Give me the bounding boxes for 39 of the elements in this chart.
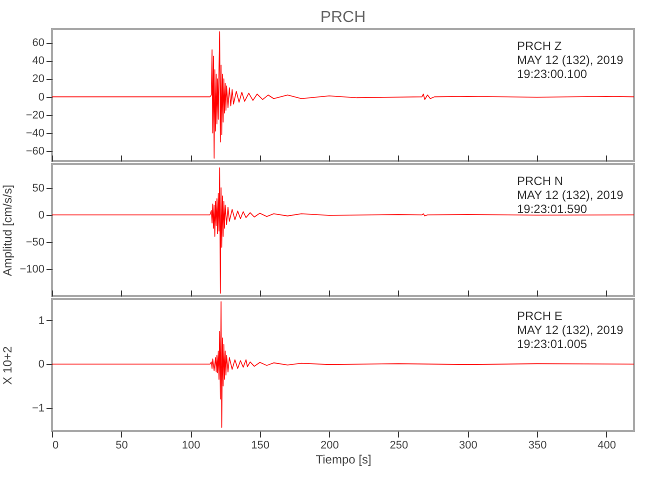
annotation: MAY 12 (132), 2019 bbox=[517, 323, 624, 337]
y-tick-label: −100 bbox=[20, 263, 44, 276]
annotation: 19:23:00.100 bbox=[517, 67, 588, 81]
annotation: 19:23:01.005 bbox=[517, 337, 588, 351]
y-tick-label: 60 bbox=[32, 37, 44, 50]
x-tick-label: 200 bbox=[320, 440, 339, 452]
x-tick-label: 50 bbox=[116, 440, 128, 452]
x-tick-label: 0 bbox=[52, 440, 59, 452]
chart-title: PRCH bbox=[320, 9, 366, 26]
x-tick-label: 400 bbox=[598, 440, 616, 452]
y-tick-label: 40 bbox=[32, 55, 44, 68]
y-tick-label: 0 bbox=[38, 91, 44, 104]
x-tick-label: 250 bbox=[390, 440, 408, 452]
y-axis-title: X 10+2 bbox=[0, 346, 14, 385]
annotation: PRCH E bbox=[517, 309, 562, 323]
y-tick-label: −50 bbox=[26, 236, 44, 248]
x-axis-title: Tiempo [s] bbox=[316, 452, 372, 466]
annotation: MAY 12 (132), 2019 bbox=[517, 188, 624, 202]
x-tick-label: 300 bbox=[459, 440, 478, 452]
y-tick-label: 1 bbox=[38, 314, 44, 327]
y-axis-title: Amplitud [cm/s/s] bbox=[0, 184, 14, 276]
y-tick-label: 50 bbox=[32, 182, 44, 194]
annotation: 19:23:01.590 bbox=[517, 202, 588, 216]
x-tick-label: 150 bbox=[251, 440, 270, 452]
y-tick-label: 20 bbox=[32, 73, 44, 86]
annotation: PRCH N bbox=[517, 174, 564, 188]
annotation: PRCH Z bbox=[517, 39, 562, 53]
x-tick-label: 100 bbox=[182, 440, 200, 452]
y-tick-label: −20 bbox=[26, 109, 44, 122]
y-tick-label: 0 bbox=[38, 209, 44, 222]
line-series bbox=[52, 301, 634, 428]
annotation: MAY 12 (132), 2019 bbox=[517, 53, 624, 67]
y-tick-label: 0 bbox=[38, 358, 44, 371]
y-tick-label: −1 bbox=[32, 402, 44, 414]
x-tick-label: 350 bbox=[528, 440, 547, 452]
y-tick-label: −60 bbox=[26, 146, 44, 158]
line-series bbox=[52, 167, 634, 294]
y-tick-label: −40 bbox=[26, 127, 44, 140]
line-series bbox=[52, 31, 634, 159]
